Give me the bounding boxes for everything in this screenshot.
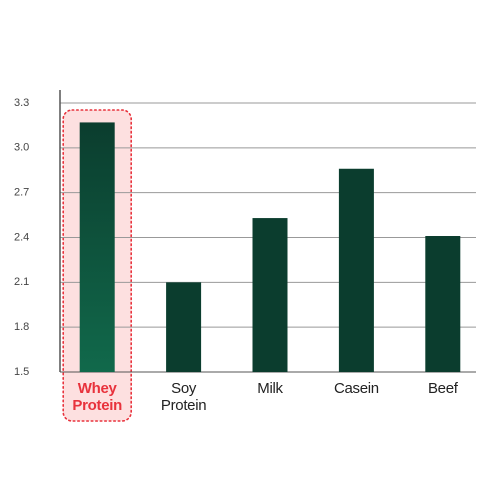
y-tick-label: 3.3 (14, 97, 29, 109)
y-tick-label: 1.5 (14, 366, 29, 378)
x-tick-label: Casein (333, 380, 379, 397)
y-tick-label: 2.1 (14, 276, 29, 288)
y-tick-label: 1.8 (14, 321, 29, 333)
bar (252, 218, 288, 372)
x-tick-label: Beef (427, 380, 458, 397)
bar (425, 236, 461, 372)
bar (166, 282, 202, 372)
y-tick-label: 2.7 (14, 187, 29, 199)
bar (79, 122, 115, 372)
x-tick-label: Milk (257, 380, 283, 397)
x-tick-label: Whey Protein (72, 380, 122, 414)
bar (338, 168, 374, 372)
y-tick-label: 2.4 (14, 231, 29, 243)
x-tick-label: Soy Protein (160, 380, 207, 414)
y-tick-label: 3.0 (14, 142, 29, 154)
